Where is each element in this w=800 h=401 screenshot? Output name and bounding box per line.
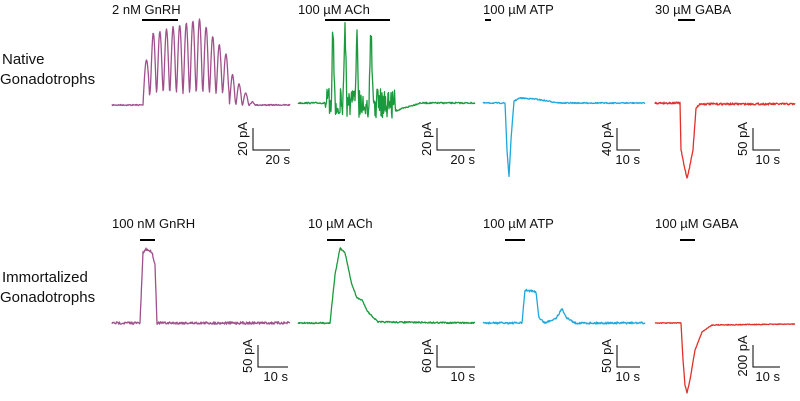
row-label: Immortalized xyxy=(2,269,88,286)
stimulus-label: 100 µM ATP xyxy=(483,216,554,231)
current-trace xyxy=(297,21,476,119)
current-trace xyxy=(297,247,476,325)
scale-y-label: 20 pA xyxy=(419,122,434,156)
stimulus-label: 100 µM GABA xyxy=(655,216,739,231)
scale-y-label: 50 pA xyxy=(599,339,614,373)
stimulus-label: 10 µM ACh xyxy=(308,216,373,231)
current-trace xyxy=(482,288,646,325)
scale-x-label: 20 s xyxy=(450,152,475,167)
stimulus-label: 100 µM ATP xyxy=(483,2,554,17)
scale-y-label: 50 pA xyxy=(735,122,750,156)
row-label: Gonadotrophs xyxy=(0,289,95,306)
scale-y-label: 20 pA xyxy=(235,122,250,156)
current-trace xyxy=(111,247,291,325)
current-trace xyxy=(482,96,646,178)
scale-y-label: 40 pA xyxy=(599,122,614,156)
scale-x-label: 10 s xyxy=(263,369,288,384)
scale-x-label: 10 s xyxy=(450,369,475,384)
current-trace xyxy=(654,101,796,179)
scale-bar xyxy=(752,128,780,151)
traces: 2 nM GnRH 20 pA 20 s 100 µM ACh 20 pA 20 s 100… xyxy=(111,2,796,394)
stimulus-label: 2 nM GnRH xyxy=(112,2,181,17)
scale-y-label: 200 pA xyxy=(735,335,750,377)
stimulus-label: 100 nM GnRH xyxy=(112,216,195,231)
stimulus-label: 30 µM GABA xyxy=(655,2,731,17)
scale-x-label: 10 s xyxy=(615,369,640,384)
scale-x-label: 10 s xyxy=(755,152,780,167)
scale-x-label: 20 s xyxy=(265,152,290,167)
scale-bar xyxy=(257,345,288,368)
scale-y-label: 50 pA xyxy=(240,339,255,373)
scale-bar xyxy=(616,128,640,151)
scale-bar xyxy=(436,345,475,368)
stimulus-label: 100 µM ACh xyxy=(298,2,370,17)
current-trace xyxy=(654,321,796,394)
scale-x-label: 10 s xyxy=(615,152,640,167)
scale-x-label: 10 s xyxy=(755,369,780,384)
scale-bar xyxy=(752,345,780,368)
scale-bar xyxy=(436,128,475,151)
scale-y-label: 60 pA xyxy=(419,339,434,373)
scale-bar xyxy=(252,128,290,151)
row-label: Gonadotrophs xyxy=(0,71,95,88)
row-label: Native xyxy=(2,51,45,68)
scale-bar xyxy=(616,345,640,368)
current-trace xyxy=(111,18,291,107)
